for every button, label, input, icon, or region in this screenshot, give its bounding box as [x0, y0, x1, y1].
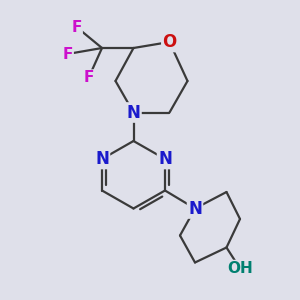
- Text: OH: OH: [227, 261, 253, 276]
- Text: N: N: [158, 150, 172, 168]
- Text: F: F: [83, 70, 94, 86]
- Text: F: F: [62, 46, 73, 62]
- Text: O: O: [162, 33, 177, 51]
- Text: N: N: [127, 103, 140, 122]
- Text: F: F: [71, 20, 82, 34]
- Text: N: N: [95, 150, 109, 168]
- Text: N: N: [188, 200, 202, 217]
